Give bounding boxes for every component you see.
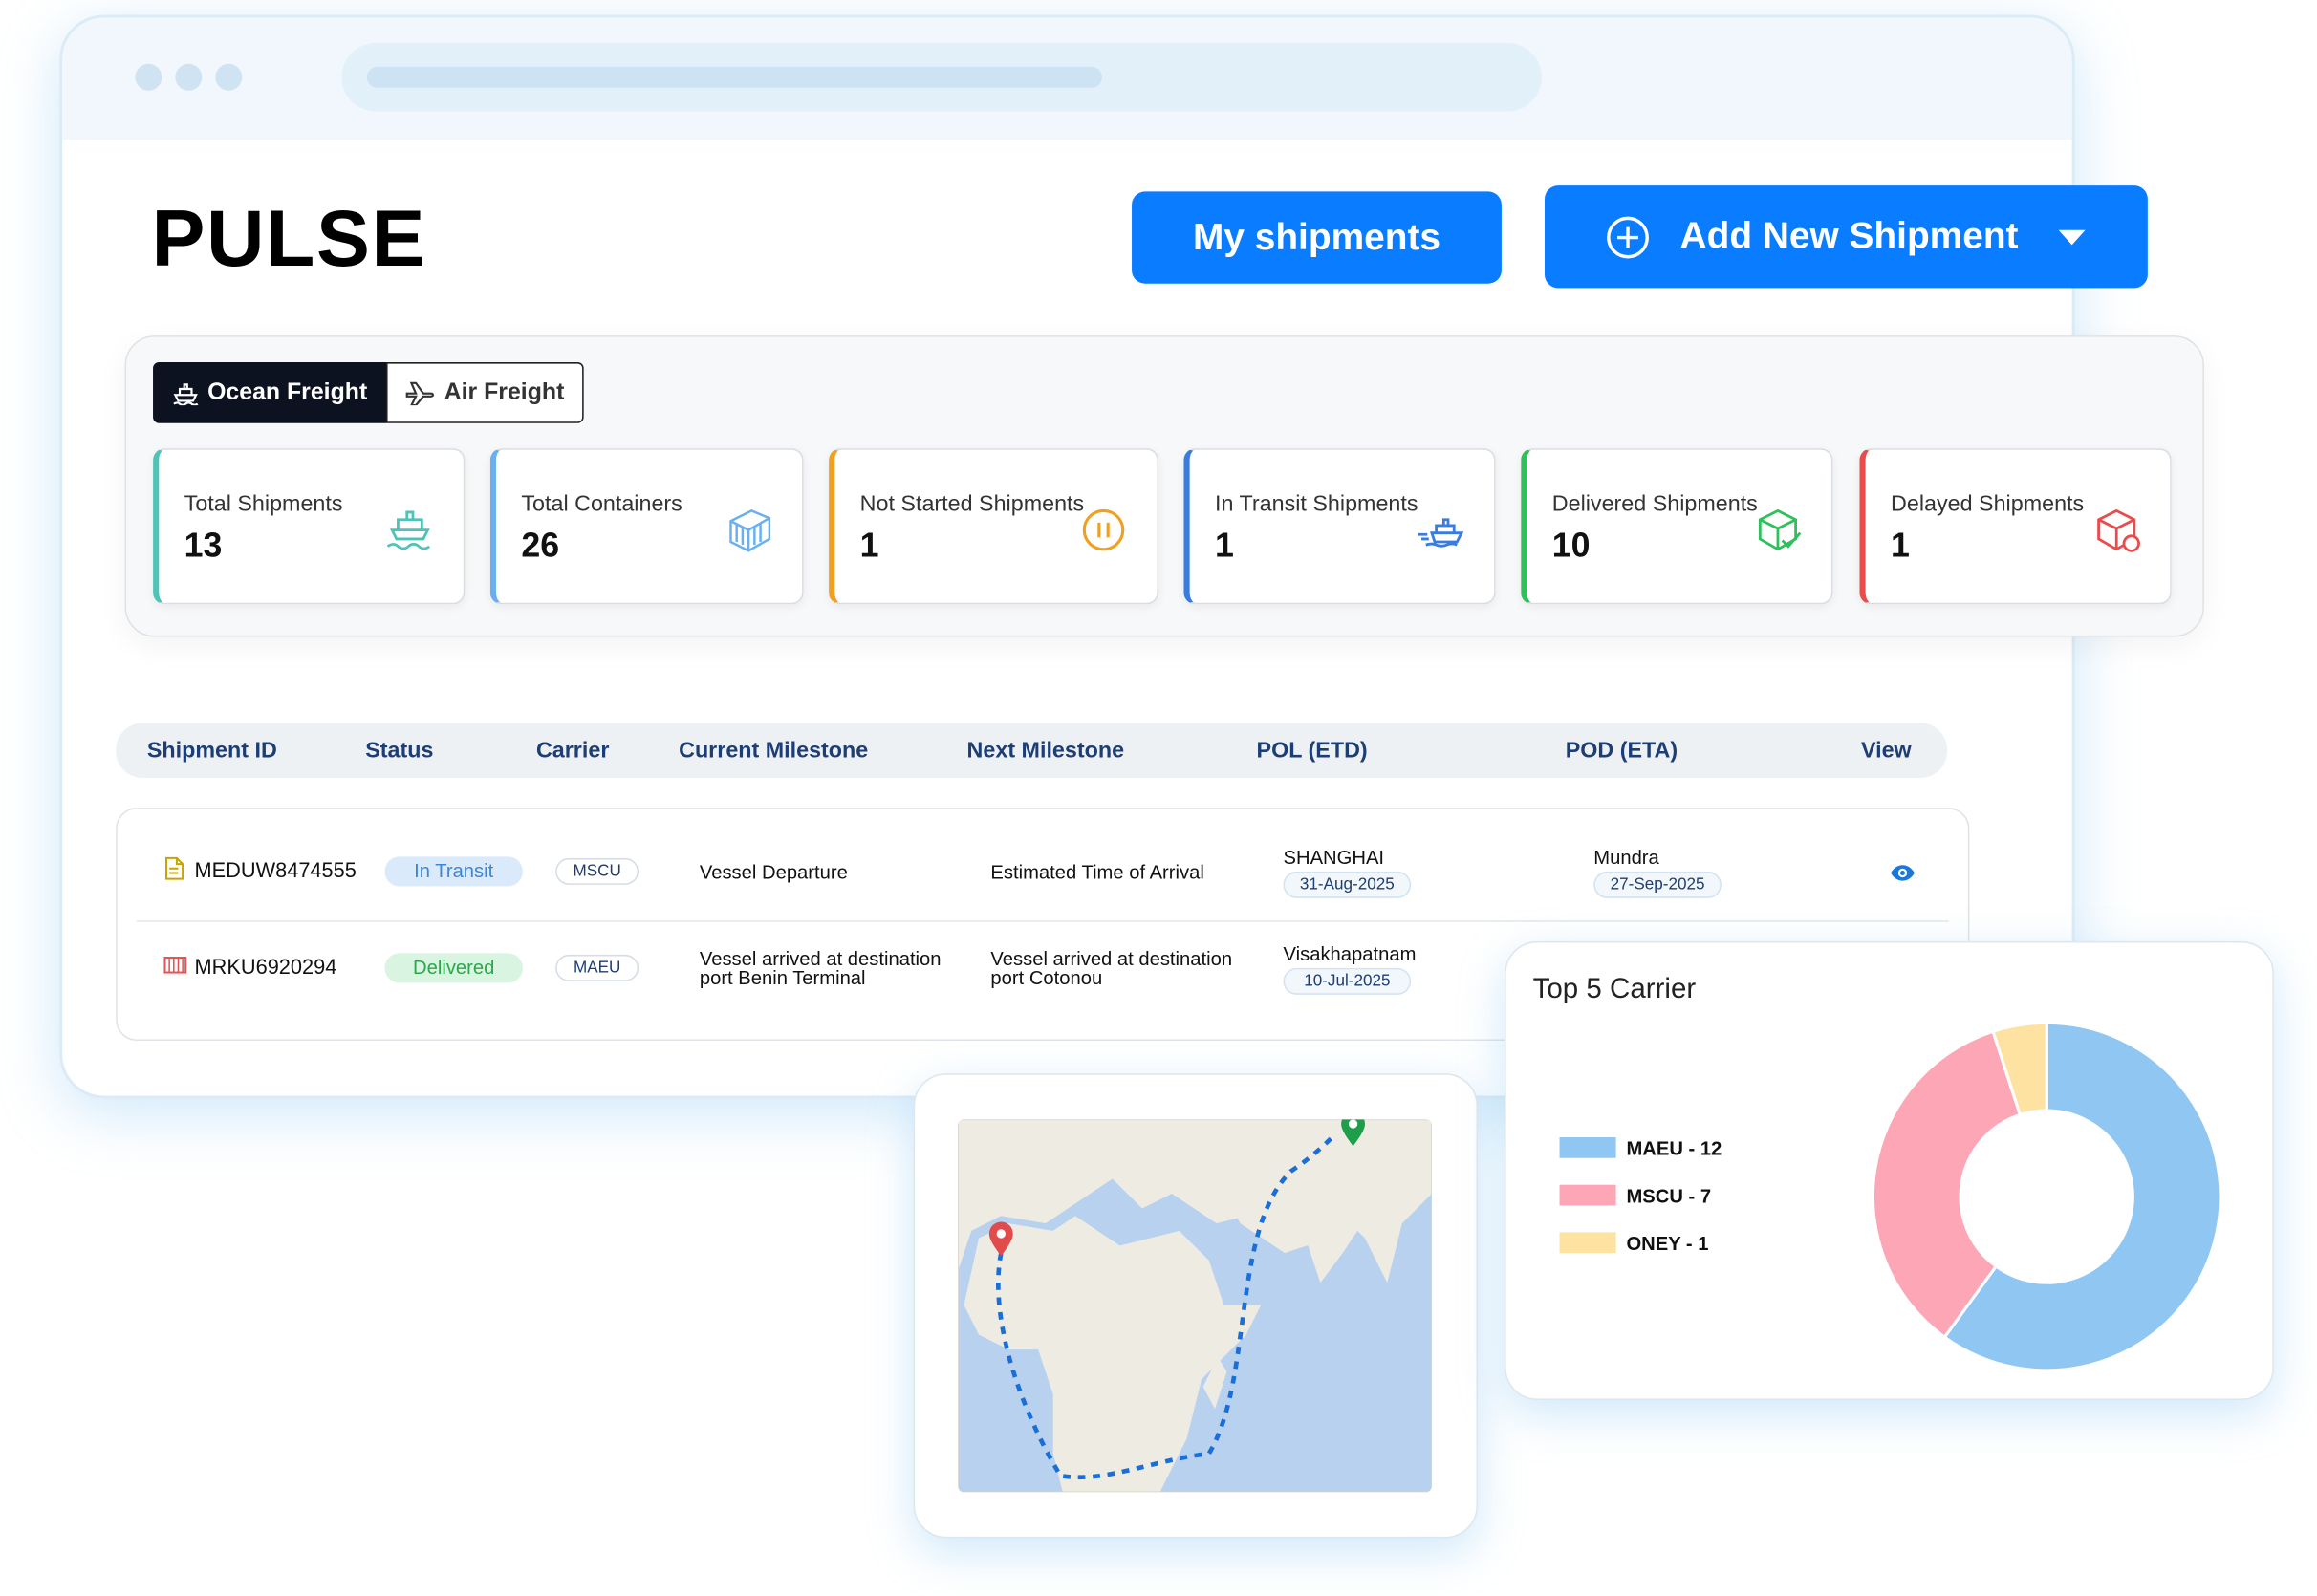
- window-dot: [175, 63, 203, 91]
- legend-swatch: [1559, 1232, 1616, 1254]
- row-divider: [136, 920, 1949, 922]
- stat-value: 26: [521, 525, 560, 565]
- legend-swatch: [1559, 1136, 1616, 1158]
- pod: Mundra: [1593, 846, 1659, 869]
- stat-value: 13: [184, 525, 223, 565]
- tab-air[interactable]: Air Freight: [386, 362, 584, 423]
- route-map[interactable]: [958, 1119, 1432, 1493]
- plane-icon: [405, 380, 435, 405]
- table-header: [116, 723, 1948, 779]
- stat-icon: [1758, 508, 1802, 551]
- stat-label: In Transit Shipments: [1215, 491, 1418, 517]
- legend-label: MAEU - 12: [1626, 1139, 1722, 1160]
- logo: PULSE: [151, 194, 427, 284]
- stat-card[interactable]: Delivered Shipments 10: [1521, 448, 1833, 605]
- stat-value: 1: [1891, 525, 1910, 565]
- carrier-chart: MAEU - 12 MSCU - 7 ONEY - 1: [1559, 1021, 2222, 1372]
- shipment-id: MRKU6920294: [194, 954, 337, 979]
- column-header: Shipment ID: [146, 738, 277, 764]
- stat-icon: [1082, 508, 1125, 551]
- id-icon: [163, 956, 187, 974]
- stat-card[interactable]: Total Containers 26: [489, 448, 804, 605]
- my-shipments-button[interactable]: My shipments: [1132, 191, 1502, 284]
- current-milestone: Vessel Departure: [699, 861, 848, 884]
- stat-card[interactable]: Total Shipments 13: [153, 448, 466, 605]
- id-icon: [165, 856, 184, 880]
- tab-label: Ocean Freight: [207, 378, 368, 405]
- address-bar[interactable]: [341, 43, 1542, 112]
- column-header: POD (ETA): [1565, 738, 1678, 764]
- view-icon[interactable]: [1889, 863, 1916, 884]
- stat-label: Total Shipments: [184, 491, 343, 517]
- column-header: Status: [365, 738, 434, 764]
- shipment-id: MEDUW8474555: [194, 857, 357, 882]
- stat-label: Not Started Shipments: [859, 491, 1085, 517]
- next-milestone: Vessel arrived at destination port Coton…: [990, 947, 1233, 989]
- stat-icon: [729, 509, 771, 552]
- button-label: My shipments: [1192, 216, 1440, 258]
- column-header: POL (ETD): [1256, 738, 1368, 764]
- legend-label: MSCU - 7: [1626, 1186, 1711, 1207]
- plus-icon: [1607, 215, 1650, 258]
- next-milestone: Estimated Time of Arrival: [990, 861, 1204, 884]
- pol: SHANGHAI: [1283, 846, 1385, 869]
- add-shipment-button[interactable]: Add New Shipment: [1545, 185, 2148, 289]
- stat-icon: [1418, 518, 1464, 548]
- stat-icon: [386, 510, 431, 550]
- window-dot: [215, 63, 243, 91]
- donut-slice: [1942, 1021, 2222, 1372]
- status-badge: In Transit: [384, 856, 523, 887]
- pol: Visakhapatnam: [1283, 942, 1417, 965]
- donut-slice: [1991, 1021, 2048, 1117]
- column-header: Carrier: [535, 738, 610, 764]
- stat-value: 1: [859, 525, 879, 565]
- tab-label: Air Freight: [444, 378, 565, 405]
- stat-value: 10: [1551, 525, 1591, 565]
- donut-slice: [1871, 1029, 2023, 1340]
- chart-title: Top 5 Carrier: [1532, 974, 1697, 1005]
- column-header: View: [1860, 738, 1912, 764]
- stats-panel: [124, 335, 2204, 637]
- stat-label: Delivered Shipments: [1551, 491, 1758, 517]
- legend-swatch: [1559, 1184, 1616, 1206]
- stat-card[interactable]: Not Started Shipments 1: [829, 448, 1159, 605]
- stat-value: 1: [1215, 525, 1234, 565]
- tab-ocean[interactable]: Ocean Freight: [153, 362, 387, 423]
- legend-label: ONEY - 1: [1626, 1234, 1708, 1255]
- stat-card[interactable]: In Transit Shipments 1: [1183, 448, 1496, 605]
- window-dot: [135, 63, 162, 91]
- eta-badge: 27-Sep-2025: [1593, 871, 1722, 898]
- carrier-badge: MSCU: [555, 857, 639, 885]
- browser-bar: [62, 17, 2072, 140]
- dropdown-caret: [2058, 229, 2086, 245]
- current-milestone: Vessel arrived at destination port Benin…: [699, 947, 942, 989]
- column-header: Next Milestone: [966, 738, 1125, 764]
- column-header: Current Milestone: [679, 738, 869, 764]
- stat-label: Delayed Shipments: [1891, 491, 2085, 517]
- etd-badge: 31-Aug-2025: [1283, 871, 1412, 898]
- etd-badge: 10-Jul-2025: [1283, 967, 1412, 995]
- stat-label: Total Containers: [521, 491, 682, 517]
- stat-icon: [2097, 508, 2140, 552]
- button-label: Add New Shipment: [1679, 215, 2019, 257]
- carrier-badge: MAEU: [555, 954, 639, 981]
- stat-card[interactable]: Delayed Shipments 1: [1859, 448, 2172, 605]
- status-badge: Delivered: [384, 953, 523, 983]
- ship-icon: [172, 382, 198, 405]
